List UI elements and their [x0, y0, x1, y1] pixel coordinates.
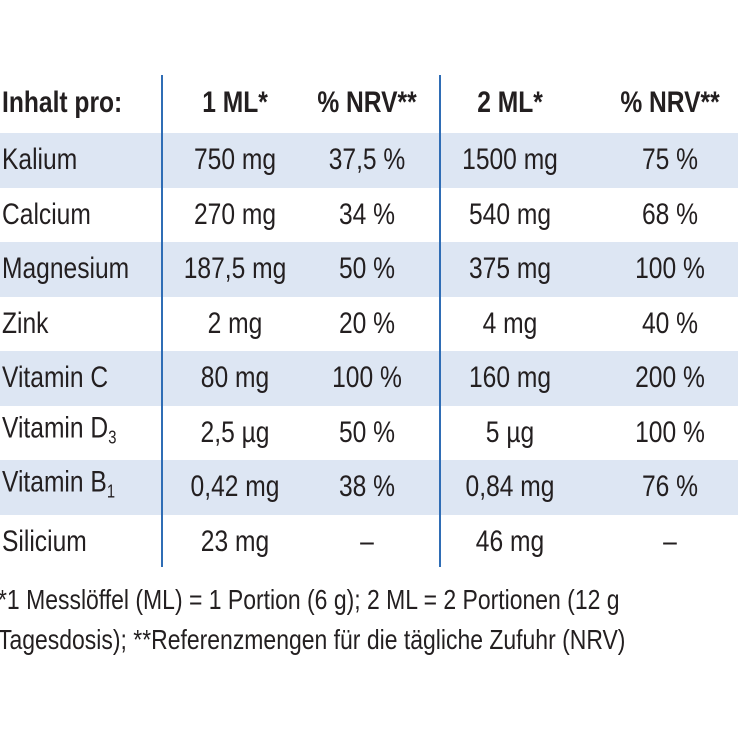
- footnote: *1 Messlöffel (ML) = 1 Portion (6 g); 2 …: [0, 584, 620, 615]
- cell: 4 mg: [482, 306, 538, 340]
- cell: 50 %: [338, 415, 396, 449]
- row-label: Kalium: [2, 143, 77, 177]
- cell: 100 %: [332, 361, 402, 395]
- cell: 270 mg: [193, 197, 277, 231]
- cell: 20 %: [338, 306, 396, 340]
- subscript: 3: [108, 427, 117, 448]
- row-band: [0, 351, 738, 406]
- cell: 37,5 %: [328, 143, 406, 177]
- cell: 2,5 µg: [200, 415, 270, 449]
- cell: 540 mg: [468, 197, 552, 231]
- row-label-text: Vitamin C: [2, 361, 109, 395]
- cell: 160 mg: [468, 361, 552, 395]
- cell: 2 mg: [207, 306, 263, 340]
- header-cell: % NRV**: [620, 86, 720, 119]
- cell: 0,84 mg: [465, 470, 555, 504]
- row-label: Vitamin C: [2, 361, 108, 395]
- row-band: [0, 133, 738, 188]
- row-label: Calcium: [2, 198, 91, 232]
- row-label: Vitamin B1: [2, 466, 115, 509]
- row-band: [0, 460, 738, 515]
- cell: 23 mg: [200, 524, 270, 558]
- cell: 200 %: [635, 361, 705, 395]
- cell: 100 %: [635, 252, 705, 286]
- header-cell: 2 ML*: [477, 86, 543, 119]
- row-label-text: Silicium: [2, 524, 87, 558]
- cell: 75 %: [641, 143, 699, 177]
- row-label: Vitamin D3: [2, 411, 116, 454]
- cell: 34 %: [338, 197, 396, 231]
- cell: 1500 mg: [462, 143, 558, 177]
- row-band: [0, 242, 738, 297]
- header-cell: 1 ML*: [202, 86, 268, 119]
- cell: 46 mg: [475, 524, 545, 558]
- row-label: Silicium: [2, 525, 87, 559]
- row-label-text: Zink: [2, 306, 49, 340]
- row-label-text: Vitamin B: [2, 465, 107, 499]
- cell: 38 %: [338, 470, 396, 504]
- footnote: Tagesdosis); **Referenzmengen für die tä…: [0, 624, 626, 655]
- cell: 5 µg: [485, 415, 535, 449]
- row-label-text: Vitamin D: [2, 411, 109, 445]
- cell: 375 mg: [468, 252, 552, 286]
- cell: 187,5 mg: [183, 252, 287, 286]
- cell: 0,42 mg: [190, 470, 280, 504]
- column-divider: [439, 75, 441, 567]
- cell: –: [360, 524, 374, 558]
- cell: 50 %: [338, 252, 396, 286]
- cell: 80 mg: [200, 361, 270, 395]
- cell: 100 %: [635, 415, 705, 449]
- header-cell: % NRV**: [317, 86, 417, 119]
- cell: 750 mg: [193, 143, 277, 177]
- row-label-text: Kalium: [2, 143, 78, 177]
- cell: 40 %: [641, 306, 699, 340]
- subscript: 1: [106, 481, 116, 502]
- column-divider: [161, 75, 163, 567]
- cell: 68 %: [641, 197, 699, 231]
- cell: –: [663, 524, 677, 558]
- row-label: Magnesium: [2, 252, 129, 286]
- row-label: Zink: [2, 307, 48, 341]
- row-label-text: Magnesium: [2, 252, 130, 286]
- header-label: Inhalt pro:: [2, 86, 123, 119]
- cell: 76 %: [641, 470, 699, 504]
- row-label-text: Calcium: [2, 197, 91, 231]
